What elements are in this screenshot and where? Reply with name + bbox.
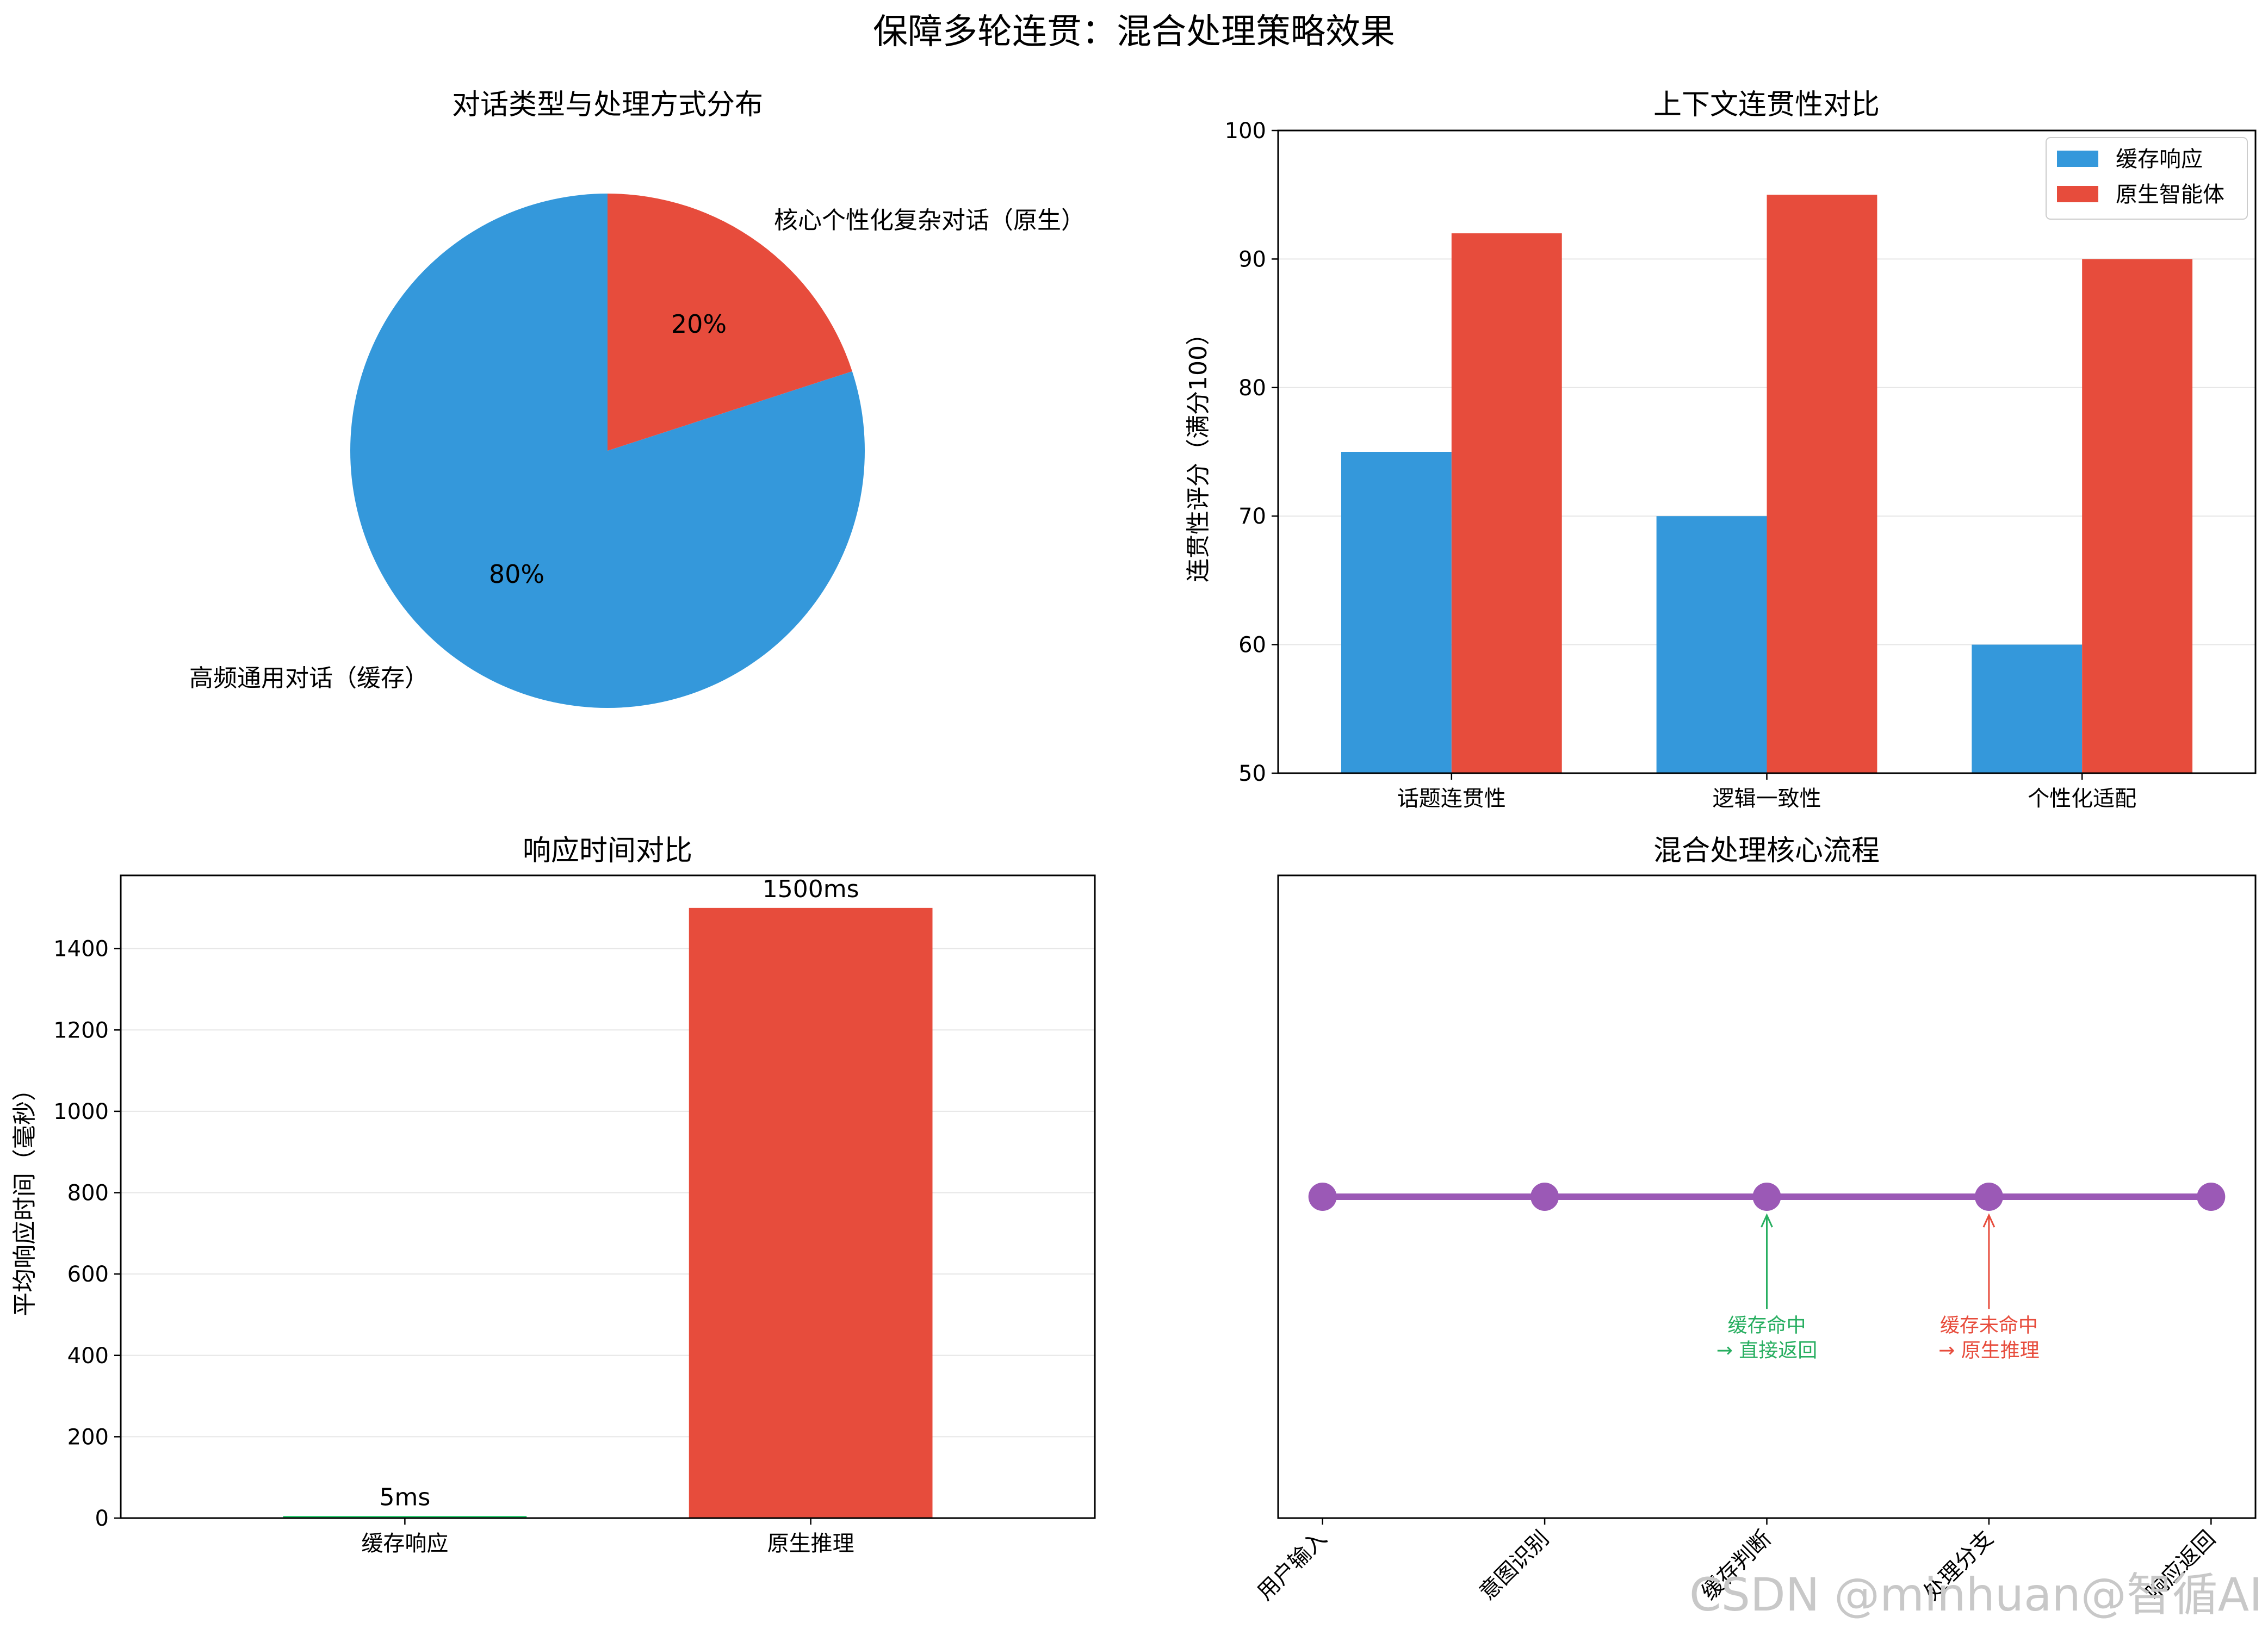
bar-native-1: [1767, 195, 1877, 774]
pie-slice-native: [608, 194, 852, 451]
response-axes-frame: [120, 874, 1096, 1519]
y-tick-label: 90: [1238, 247, 1266, 272]
annotation-arrowhead: [1982, 1213, 1996, 1228]
coherence-bars: [1341, 195, 2193, 774]
y-tick-label: 60: [1238, 633, 1266, 658]
pie-pct-cache: 80%: [489, 559, 544, 589]
bar-cache-1: [1656, 516, 1767, 773]
annotation-text: → 直接返回: [1717, 1339, 1818, 1361]
response-panel: 响应时间对比 5ms 1500ms 0 200 400 600 800 1000 1200 14…: [11, 835, 1096, 1556]
bar-native: [689, 907, 933, 1518]
coherence-title: 上下文连贯性对比: [1653, 89, 1880, 121]
x-tick-label: 原生推理: [767, 1531, 854, 1556]
pie-label-cache: 高频通用对话（缓存）: [189, 664, 429, 692]
pie-title: 对话类型与处理方式分布: [452, 89, 763, 121]
coherence-ylabel: 连贯性评分（满分100）: [1185, 321, 1212, 582]
y-tick-label: 600: [67, 1262, 109, 1287]
coherence-y-ticks: 50 60 70 80 90 100: [1225, 119, 1278, 786]
pie-slices: [350, 194, 865, 708]
pie-label-native: 核心个性化复杂对话（原生）: [774, 207, 1085, 234]
y-tick-label: 1400: [53, 937, 109, 962]
annotation-text: → 原生推理: [1938, 1339, 2040, 1361]
response-bars: 5ms 1500ms: [283, 875, 933, 1518]
y-tick-label: 1000: [53, 1099, 109, 1124]
bar-cache: [283, 1516, 527, 1518]
flow-node: [1530, 1183, 1559, 1211]
annotation-text: 缓存未命中: [1940, 1314, 2038, 1336]
bar-native-2: [2082, 259, 2193, 773]
coherence-legend: 缓存响应 原生智能体: [2046, 137, 2248, 220]
pie-panel: 对话类型与处理方式分布 高频通用对话（缓存） 核心个性化复杂对话（原生） 80%…: [189, 89, 1085, 708]
x-tick-label: 逻辑一致性: [1713, 786, 1821, 811]
response-ylabel: 平均响应时间（毫秒）: [11, 1077, 39, 1316]
annotation-arrowhead: [1761, 1213, 1773, 1228]
y-tick-label: 0: [95, 1506, 109, 1531]
flow-node: [1752, 1183, 1781, 1211]
coherence-x-ticks: 话题连贯性 逻辑一致性 个性化适配: [1397, 773, 2136, 811]
flow-node: [1974, 1183, 2003, 1211]
figure-suptitle: 保障多轮连贯：混合处理策略效果: [873, 12, 1395, 52]
y-tick-label: 400: [67, 1344, 109, 1369]
response-grid: [121, 948, 1095, 1438]
x-tick-label: 用户输入: [1253, 1526, 1332, 1606]
bar-cache-2: [1972, 644, 2083, 773]
legend-label-cache: 缓存响应: [2116, 147, 2203, 172]
y-tick-label: 100: [1225, 119, 1266, 144]
y-tick-label: 800: [67, 1181, 109, 1206]
response-title: 响应时间对比: [523, 835, 692, 867]
bar-value-label-cache: 5ms: [379, 1483, 430, 1511]
bar-native-0: [1451, 233, 1562, 773]
bar-cache-0: [1341, 452, 1452, 773]
flow-panel: 混合处理核心流程 缓存命中 → 直接返回 缓存未命中 → 原生推理 用户输入 意图识别 缓…: [1253, 835, 2257, 1606]
x-tick-label: 话题连贯性: [1397, 786, 1506, 811]
watermark: CSDN @minhuan@智循AI: [1689, 1568, 2263, 1621]
x-tick-label: 意图识别: [1474, 1526, 1554, 1606]
flow-content: 缓存命中 → 直接返回 缓存未命中 → 原生推理: [1308, 1183, 2226, 1361]
y-tick-label: 70: [1238, 504, 1266, 529]
x-tick-label: 缓存响应: [361, 1531, 448, 1556]
legend-swatch-cache: [2057, 151, 2098, 167]
response-y-ticks: 0 200 400 600 800 1000 1200 1400: [53, 937, 121, 1531]
legend-swatch-native: [2057, 186, 2098, 202]
bar-value-label-native: 1500ms: [763, 875, 859, 903]
y-tick-label: 200: [67, 1425, 109, 1450]
y-tick-label: 50: [1238, 761, 1266, 786]
y-tick-label: 80: [1238, 376, 1266, 401]
x-tick-label: 个性化适配: [2028, 786, 2136, 811]
flow-title: 混合处理核心流程: [1653, 835, 1880, 867]
annotation-text: 缓存命中: [1727, 1314, 1806, 1336]
flow-node: [1308, 1183, 1337, 1211]
flow-node: [2197, 1183, 2226, 1211]
coherence-panel: 上下文连贯性对比 50 60 70 80 90 100 话题连贯性 逻辑一致性 个性化适配 连…: [1185, 89, 2257, 811]
legend-label-native: 原生智能体: [2116, 182, 2224, 207]
y-tick-label: 1200: [53, 1018, 109, 1043]
response-x-ticks: 缓存响应 原生推理: [361, 1518, 854, 1556]
pie-pct-native: 20%: [671, 309, 727, 339]
